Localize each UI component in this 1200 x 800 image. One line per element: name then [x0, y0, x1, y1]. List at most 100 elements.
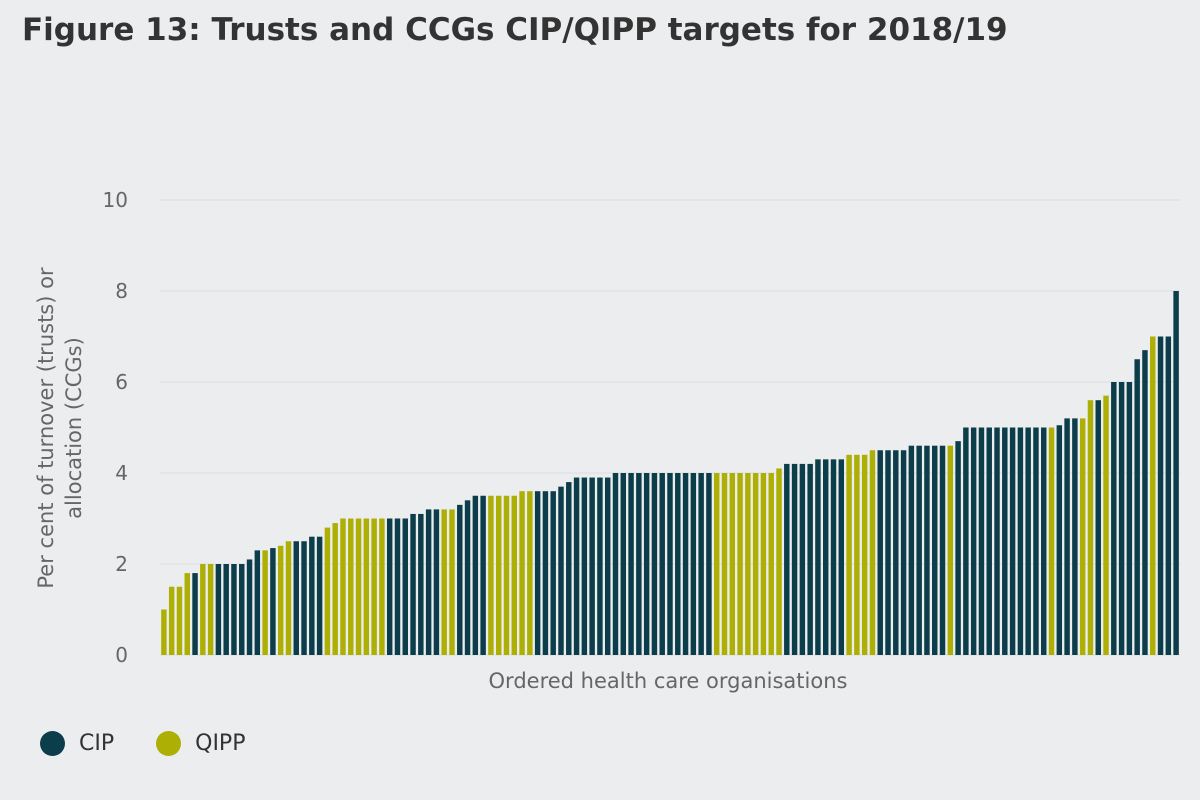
bar-cip[interactable]	[924, 445, 930, 655]
bar-cip[interactable]	[620, 473, 627, 655]
bar-cip[interactable]	[675, 473, 681, 655]
bar-qipp[interactable]	[1087, 400, 1094, 655]
legend-item-cip[interactable]: CIP	[40, 731, 114, 756]
bar-cip[interactable]	[239, 564, 245, 655]
bar-cip[interactable]	[550, 491, 556, 655]
bar-cip[interactable]	[978, 427, 985, 656]
bar-qipp[interactable]	[752, 473, 759, 655]
bar-cip[interactable]	[893, 450, 899, 655]
bar-cip[interactable]	[690, 473, 697, 655]
bar-qipp[interactable]	[277, 545, 284, 655]
bar-cip[interactable]	[815, 459, 821, 655]
bar-qipp[interactable]	[441, 509, 447, 655]
bar-qipp[interactable]	[503, 495, 510, 655]
bar-qipp[interactable]	[768, 473, 774, 655]
bar-cip[interactable]	[480, 495, 486, 655]
bar-cip[interactable]	[457, 504, 463, 655]
bar-cip[interactable]	[1118, 382, 1125, 655]
bar-cip[interactable]	[1126, 382, 1133, 655]
bar-cip[interactable]	[1173, 291, 1179, 655]
bar-cip[interactable]	[301, 541, 307, 655]
bar-cip[interactable]	[316, 536, 323, 655]
bar-qipp[interactable]	[846, 454, 852, 655]
bar-qipp[interactable]	[207, 564, 214, 655]
bar-cip[interactable]	[955, 441, 961, 655]
bar-qipp[interactable]	[355, 518, 362, 656]
bar-cip[interactable]	[604, 477, 611, 655]
bar-qipp[interactable]	[363, 518, 370, 656]
bar-qipp[interactable]	[760, 473, 767, 655]
bar-cip[interactable]	[231, 564, 237, 655]
bar-cip[interactable]	[293, 541, 299, 655]
bar-cip[interactable]	[1009, 427, 1016, 656]
bar-qipp[interactable]	[168, 586, 175, 655]
bar-qipp[interactable]	[285, 541, 292, 655]
bar-cip[interactable]	[628, 473, 634, 655]
bar-cip[interactable]	[215, 564, 222, 655]
bar-qipp[interactable]	[519, 491, 525, 655]
bar-cip[interactable]	[963, 427, 969, 656]
bar-cip[interactable]	[254, 550, 261, 655]
bar-qipp[interactable]	[527, 491, 533, 655]
bar-cip[interactable]	[807, 463, 813, 655]
bar-cip[interactable]	[682, 473, 689, 655]
bar-cip[interactable]	[659, 473, 665, 655]
bar-qipp[interactable]	[1048, 427, 1055, 656]
bar-qipp[interactable]	[262, 550, 268, 655]
bar-cip[interactable]	[597, 477, 603, 655]
legend-item-qipp[interactable]: QIPP	[156, 731, 245, 756]
bar-cip[interactable]	[799, 463, 806, 655]
bar-qipp[interactable]	[176, 586, 183, 655]
bar-cip[interactable]	[1072, 418, 1078, 655]
bar-cip[interactable]	[1134, 359, 1140, 655]
bar-cip[interactable]	[464, 500, 471, 655]
bar-cip[interactable]	[246, 559, 253, 655]
bar-cip[interactable]	[823, 459, 829, 655]
bar-cip[interactable]	[667, 473, 673, 655]
bar-cip[interactable]	[791, 463, 798, 655]
bar-cip[interactable]	[394, 518, 401, 656]
bar-qipp[interactable]	[1103, 395, 1109, 655]
bar-qipp[interactable]	[332, 523, 338, 655]
bar-qipp[interactable]	[379, 518, 385, 656]
bar-qipp[interactable]	[1150, 336, 1156, 656]
bar-cip[interactable]	[1095, 400, 1101, 655]
bar-cip[interactable]	[1041, 427, 1047, 656]
bar-qipp[interactable]	[861, 454, 868, 655]
bar-cip[interactable]	[418, 513, 424, 655]
bar-cip[interactable]	[877, 450, 883, 655]
bar-cip[interactable]	[433, 509, 440, 655]
bar-qipp[interactable]	[348, 518, 354, 656]
bar-cip[interactable]	[900, 450, 907, 655]
bar-qipp[interactable]	[737, 473, 743, 655]
bar-qipp[interactable]	[200, 564, 206, 655]
bar-qipp[interactable]	[495, 495, 502, 655]
bar-cip[interactable]	[916, 445, 922, 655]
bar-cip[interactable]	[270, 548, 276, 655]
bar-cip[interactable]	[1165, 336, 1172, 656]
bar-cip[interactable]	[651, 473, 658, 655]
bar-cip[interactable]	[932, 445, 938, 655]
bar-cip[interactable]	[706, 473, 712, 655]
bar-cip[interactable]	[581, 477, 588, 655]
bar-qipp[interactable]	[869, 450, 876, 655]
bar-qipp[interactable]	[1079, 418, 1086, 655]
bar-qipp[interactable]	[854, 454, 860, 655]
bar-qipp[interactable]	[340, 518, 346, 656]
bar-cip[interactable]	[698, 473, 704, 655]
bar-qipp[interactable]	[776, 468, 782, 655]
bar-cip[interactable]	[1017, 427, 1024, 656]
bar-cip[interactable]	[425, 509, 432, 655]
bar-cip[interactable]	[386, 518, 393, 656]
bar-qipp[interactable]	[449, 509, 455, 655]
bar-qipp[interactable]	[729, 473, 736, 655]
bar-qipp[interactable]	[371, 518, 377, 656]
bar-cip[interactable]	[589, 477, 595, 655]
bar-qipp[interactable]	[511, 495, 517, 655]
bar-cip[interactable]	[309, 536, 315, 655]
bar-cip[interactable]	[612, 473, 619, 655]
bar-cip[interactable]	[534, 491, 541, 655]
bar-cip[interactable]	[970, 427, 977, 656]
bar-qipp[interactable]	[713, 473, 720, 655]
bar-cip[interactable]	[402, 518, 408, 656]
